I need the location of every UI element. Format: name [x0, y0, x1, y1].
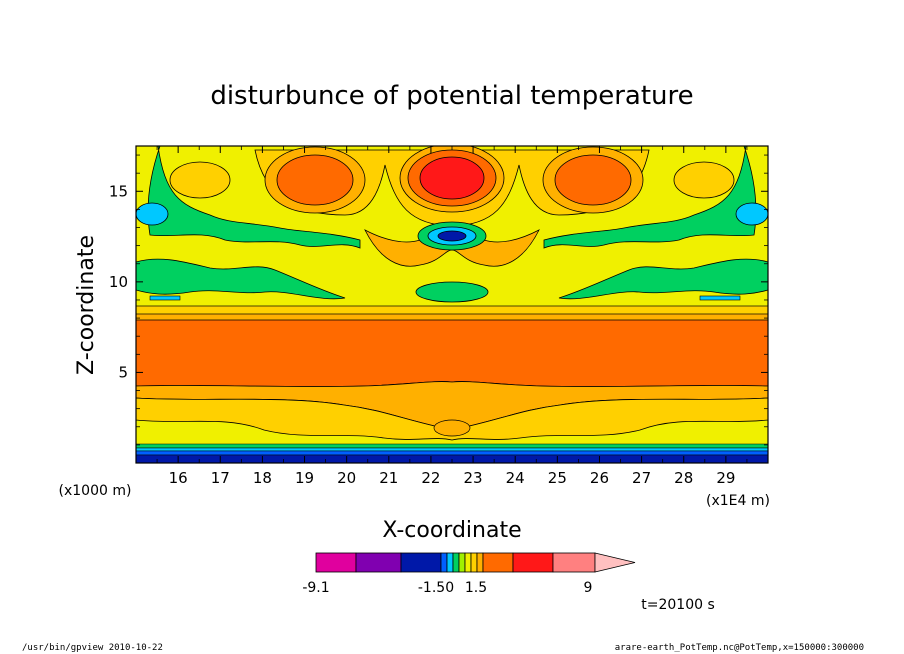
- chart-title: disturbunce of potential temperature: [210, 81, 693, 111]
- contour-bottom-cyan: [136, 447, 768, 452]
- contour-orange-circle-left: [276, 154, 354, 206]
- colorbar-bin: [400, 552, 442, 573]
- y-tick-label: 15: [109, 182, 128, 200]
- contour-lightorange-left-ring: [169, 161, 231, 199]
- x-tick-label: 27: [632, 469, 651, 487]
- contour-lower-lightorange: [136, 397, 768, 441]
- x-axis-label: X-coordinate: [382, 518, 521, 543]
- y-axis-label: Z-coordinate: [74, 235, 99, 375]
- colorbar-arrow: [594, 552, 636, 573]
- contour-lightorange-right-ring: [673, 161, 735, 199]
- x-tick-label: 24: [506, 469, 525, 487]
- x-tick-label: 25: [548, 469, 567, 487]
- colorbar-bin: [440, 552, 448, 573]
- footer-left: /usr/bin/gpview 2010-10-22: [22, 643, 163, 653]
- contour-green-upper-right: [543, 146, 768, 249]
- contour-bottom-green: [136, 443, 768, 449]
- x-tick-label: 23: [464, 469, 483, 487]
- x-tick-label: 19: [295, 469, 314, 487]
- x-unit-label: (x1000 m): [59, 483, 132, 499]
- contour-bottom-blue: [136, 450, 768, 456]
- colorbar: [315, 552, 636, 573]
- x-axis: 16 17 18 19 20 21 22 23 24 25 26 27 28 29: [156, 146, 748, 487]
- colorbar-bin: [476, 552, 484, 573]
- contour-cyan-right: [735, 202, 768, 226]
- x-tick-label: 21: [379, 469, 398, 487]
- y-tick-label: 5: [118, 363, 128, 381]
- colorbar-tick-label: -9.1: [302, 580, 329, 596]
- contour-cyan-left: [136, 202, 169, 226]
- colorbar-tick-label: -1.50: [418, 580, 454, 596]
- x-tick-label: 22: [421, 469, 440, 487]
- contour-strip-left: [149, 295, 181, 301]
- contour-lower-small-orange: [433, 419, 471, 437]
- y-tick-label: 10: [109, 273, 128, 291]
- x-tick-label: 16: [169, 469, 188, 487]
- contour-band-stable-orange: [136, 319, 768, 387]
- contour-strip-right: [699, 295, 741, 301]
- contour-orange-circle-right: [554, 154, 632, 206]
- plot-area: [136, 146, 768, 463]
- colorbar-bin: [355, 552, 402, 573]
- colorbar-tick-label: 9: [584, 580, 593, 596]
- colorbar-ticks: -9.1 -1.50 1.5 9: [302, 580, 592, 596]
- colorbar-tick-label: 1.5: [465, 580, 487, 596]
- contour-green-center-low: [415, 281, 489, 303]
- x-tick-label: 28: [674, 469, 693, 487]
- time-label: t=20100 s: [641, 597, 715, 613]
- x-tick-label: 20: [337, 469, 356, 487]
- colorbar-bin: [512, 552, 554, 573]
- colorbar-bin: [552, 552, 596, 573]
- contour-green-mid-left: [136, 258, 346, 300]
- contour-cold-blue: [437, 230, 467, 242]
- y-axis: 5 10 15: [109, 154, 768, 446]
- x-tick-label: 17: [211, 469, 230, 487]
- x-tick-label: 29: [716, 469, 735, 487]
- contour-green-upper: [136, 146, 361, 249]
- contour-green-mid-right: [558, 258, 768, 300]
- footer-right: arare-earth_PotTemp.nc@PotTemp,x=150000:…: [615, 643, 864, 653]
- colorbar-bin: [446, 552, 454, 573]
- contour-center-red: [419, 156, 485, 200]
- colorbar-bin: [315, 552, 357, 573]
- x-scale-label: (x1E4 m): [706, 493, 770, 509]
- colorbar-bin: [458, 552, 466, 573]
- colorbar-bin: [452, 552, 460, 573]
- x-tick-label: 18: [253, 469, 272, 487]
- x-tick-label: 26: [590, 469, 609, 487]
- colorbar-bin: [470, 552, 478, 573]
- colorbar-bin: [482, 552, 514, 573]
- colorbar-bin: [464, 552, 472, 573]
